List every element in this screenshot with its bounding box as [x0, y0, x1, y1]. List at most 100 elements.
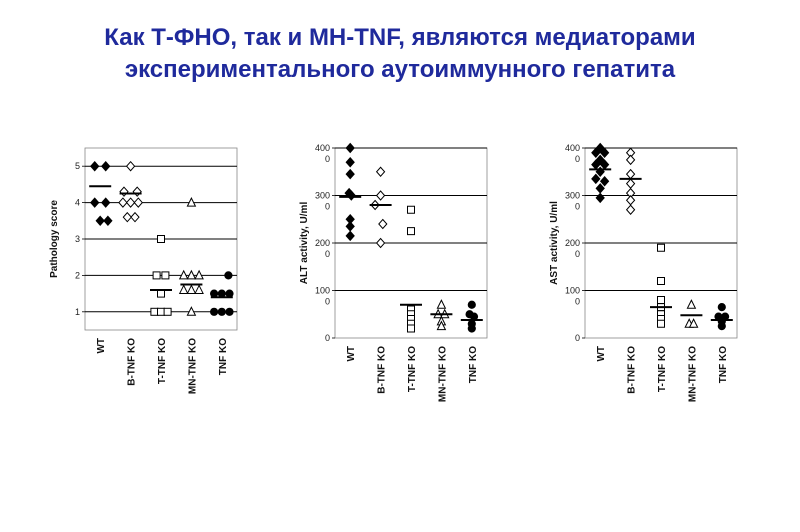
category-label: MN-TNF KO: [187, 338, 198, 394]
data-point: [225, 307, 234, 316]
data-point: [345, 221, 355, 232]
data-point: [599, 147, 610, 159]
data-point: [407, 324, 415, 333]
data-point: [375, 237, 386, 249]
y-axis-label: Pathology score: [49, 200, 60, 278]
category-label: B-TNF KO: [127, 338, 138, 386]
data-point: [625, 194, 636, 206]
y-tick-label: 5: [75, 161, 80, 171]
data-point: [163, 307, 172, 316]
y-tick-label: 1: [75, 307, 80, 317]
series-tnf-ko: [710, 303, 733, 331]
data-point: [717, 303, 726, 312]
y-tick-label: 200 0: [315, 238, 330, 259]
data-point: [157, 235, 165, 243]
y-tick-label: 300 0: [565, 191, 580, 212]
series-wt: [589, 142, 612, 204]
y-tick-label: 100 0: [315, 286, 330, 307]
y-tick-label: 400 0: [315, 143, 330, 164]
category-label: WT: [346, 346, 357, 362]
data-point: [217, 289, 226, 298]
chart-panel-1: 1 2 3 4 5 Pathology score WT B-TNF KO T-TNF KO MN…: [49, 147, 238, 394]
category-label: B-TNF KO: [627, 346, 638, 394]
data-point: [119, 186, 129, 197]
data-point: [595, 192, 605, 204]
data-point: [467, 300, 476, 309]
y-tick-label: 100 0: [565, 286, 580, 307]
series-t-tnf-ko: [400, 205, 422, 333]
series-tnf-ko: [460, 300, 483, 333]
data-point: [625, 168, 636, 180]
data-point: [467, 324, 476, 333]
data-point: [224, 271, 233, 280]
data-point: [595, 183, 605, 194]
data-point: [178, 284, 189, 294]
series-b-tnf-ko: [118, 160, 143, 223]
data-point: [657, 243, 665, 252]
category-label: T-TNF KO: [157, 338, 168, 384]
data-point: [161, 271, 170, 280]
data-point: [345, 142, 355, 154]
data-point: [90, 160, 100, 172]
series-wt: [89, 160, 113, 227]
y-tick-label: 400 0: [565, 143, 580, 164]
data-point: [210, 289, 219, 298]
data-point: [95, 215, 105, 227]
data-point: [225, 289, 234, 298]
slide-title: Как Т-ФНО, так и МН-TNF, являются медиат…: [0, 22, 800, 86]
data-point: [599, 175, 610, 187]
data-point: [407, 205, 415, 214]
data-point: [688, 318, 699, 328]
data-point: [118, 197, 128, 208]
data-point: [210, 307, 219, 316]
category-label: MN-TNF KO: [437, 346, 448, 402]
y-axis-label: ALT activity, U/ml: [299, 202, 310, 285]
category-label: WT: [96, 338, 107, 354]
data-point: [90, 197, 100, 208]
data-point: [125, 197, 136, 208]
category-label: MN-TNF KO: [687, 346, 698, 402]
data-point: [101, 160, 111, 172]
data-point: [186, 306, 197, 316]
series-b-tnf-ko: [369, 166, 392, 249]
series-mn-tnf-ko: [430, 299, 453, 331]
data-point: [194, 269, 204, 280]
y-tick-label: 3: [75, 234, 80, 244]
data-point: [186, 284, 197, 294]
data-point: [150, 307, 159, 316]
data-point: [407, 227, 415, 236]
series-b-tnf-ko: [619, 147, 642, 216]
category-label: TNF KO: [468, 346, 479, 383]
category-label: T-TNF KO: [657, 346, 668, 392]
data-point: [375, 190, 386, 201]
data-point: [186, 269, 197, 280]
y-axis-label: AST activity, U/ml: [549, 201, 560, 285]
category-label: TNF KO: [218, 338, 229, 375]
y-tick-label: 200 0: [565, 238, 580, 259]
data-point: [152, 271, 161, 280]
data-point: [657, 277, 665, 285]
data-point: [625, 178, 636, 189]
series-mn-tnf-ko: [178, 196, 204, 316]
data-point: [178, 269, 189, 280]
data-point: [345, 168, 355, 180]
data-point: [132, 186, 142, 197]
data-point: [157, 289, 165, 298]
y-tick-label: 4: [75, 198, 80, 208]
data-point: [101, 197, 111, 208]
chart-panel-3: 0 100 0 200 0 300 0 400 0 AST activity, U/ml WT B-T…: [549, 142, 738, 402]
data-point: [591, 147, 601, 159]
data-point: [130, 211, 140, 223]
chart-panel-2: 0 100 0 200 0 300 0 400 0 ALT activity, U/ml WT B-T…: [299, 142, 488, 402]
data-point: [657, 296, 665, 304]
category-label: WT: [596, 346, 607, 362]
data-point: [157, 307, 165, 316]
data-point: [133, 197, 143, 208]
category-label: B-TNF KO: [377, 346, 388, 394]
y-tick-label: 0: [325, 333, 330, 343]
series-t-tnf-ko: [150, 235, 172, 316]
data-point: [345, 230, 355, 242]
data-point: [103, 215, 113, 227]
series-tnf-ko: [210, 271, 234, 316]
